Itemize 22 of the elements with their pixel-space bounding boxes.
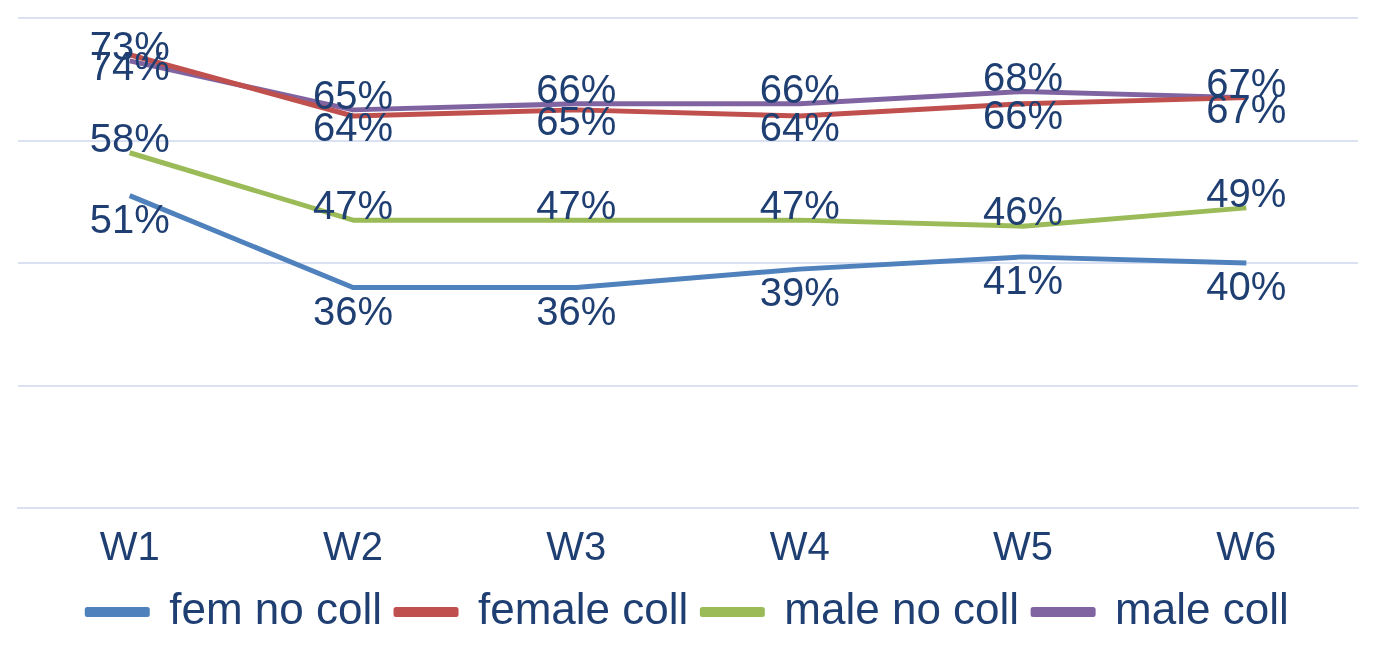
x-tick-label: W4 bbox=[769, 524, 830, 569]
x-tick-label: W3 bbox=[546, 524, 607, 569]
x-tick-label: W1 bbox=[99, 524, 160, 569]
data-label: 47% bbox=[536, 183, 617, 228]
legend-label: male no coll bbox=[784, 584, 1020, 634]
data-label: 36% bbox=[312, 288, 394, 333]
legend-label: female coll bbox=[478, 584, 689, 634]
legend-label: male coll bbox=[1115, 584, 1289, 634]
data-label: 46% bbox=[982, 189, 1064, 234]
data-label: 39% bbox=[759, 270, 840, 315]
data-label: 51% bbox=[89, 196, 170, 241]
legend-label: fem no coll bbox=[169, 584, 383, 634]
data-label: 41% bbox=[982, 257, 1064, 302]
data-label: 47% bbox=[312, 183, 394, 228]
x-tick-label: W5 bbox=[993, 524, 1053, 569]
data-label: 49% bbox=[1206, 170, 1287, 215]
data-label: 58% bbox=[89, 115, 170, 160]
data-label: 36% bbox=[536, 288, 617, 333]
data-label: 40% bbox=[1206, 264, 1287, 309]
x-tick-label: W6 bbox=[1216, 524, 1277, 569]
x-tick-label: W2 bbox=[323, 524, 383, 569]
data-label: 47% bbox=[759, 183, 840, 228]
